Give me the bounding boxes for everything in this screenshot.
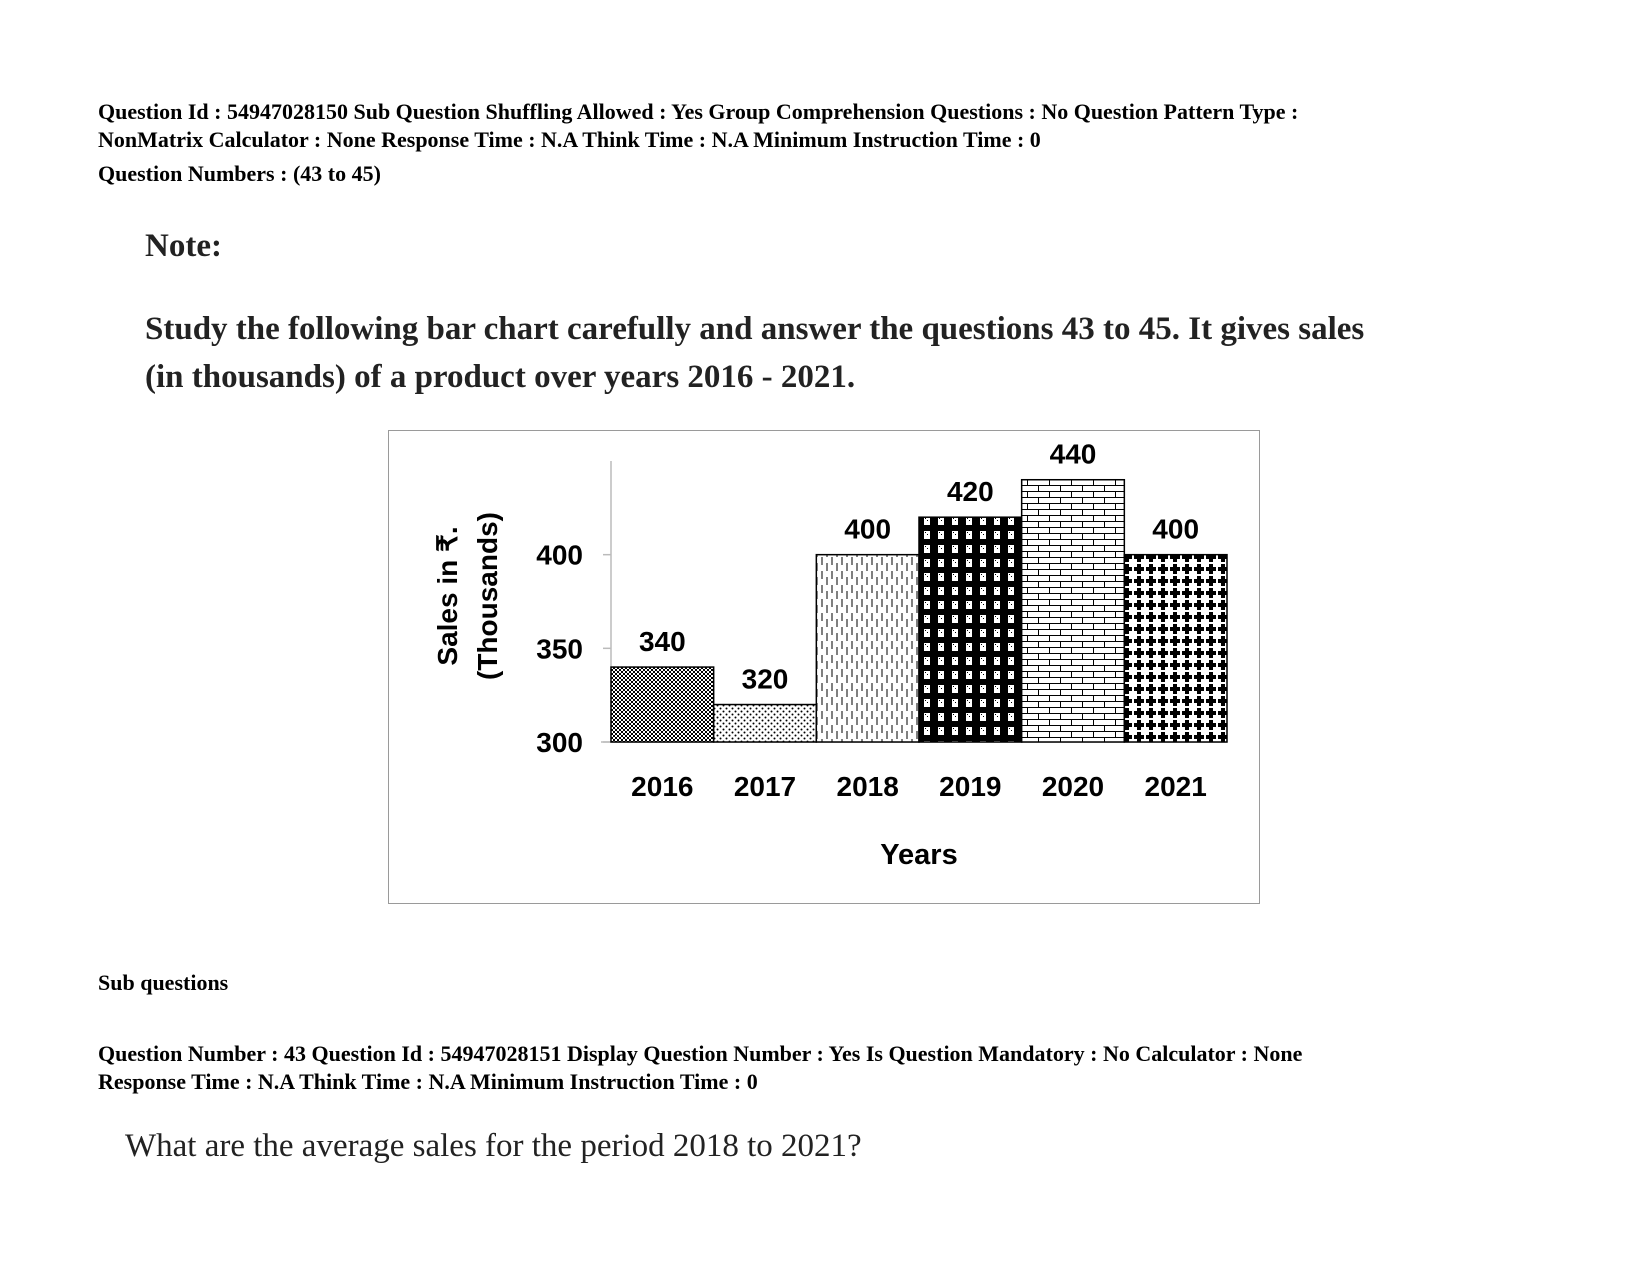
meta-line-1: Question Id : 54947028150 Sub Question S… xyxy=(98,99,1299,124)
sub-meta-line-1: Question Number : 43 Question Id : 54947… xyxy=(98,1041,1303,1066)
x-tick-label-2019: 2019 xyxy=(939,771,1001,802)
bar-chart: 300 350 400 340 2016 320 2017 400 2018 420 2019 440… xyxy=(388,430,1260,904)
data-label-2020: 440 xyxy=(1050,439,1097,470)
question-numbers: Question Numbers : (43 to 45) xyxy=(98,161,381,186)
x-tick-label-2016: 2016 xyxy=(631,771,693,802)
y-axis-label-line-1: Sales in ₹. xyxy=(432,526,463,665)
data-label-2016: 340 xyxy=(639,626,686,657)
bar-2020 xyxy=(1020,478,1126,743)
question-meta: Question Id : 54947028150 Sub Question S… xyxy=(98,98,1578,154)
bar-2016 xyxy=(610,666,715,743)
note-body: Study the following bar chart carefully … xyxy=(145,305,1545,401)
bar-2019 xyxy=(918,516,1023,743)
bar-2018 xyxy=(815,553,920,743)
note-title: Note: xyxy=(145,228,222,264)
data-label-2018: 400 xyxy=(844,514,891,545)
sub-questions-heading: Sub questions xyxy=(98,970,229,995)
sub-question-meta: Question Number : 43 Question Id : 54947… xyxy=(98,1040,1578,1096)
note-line-2: (in thousands) of a product over years 2… xyxy=(145,359,856,395)
y-tick-label: 400 xyxy=(536,540,583,571)
data-label-2019: 420 xyxy=(947,476,994,507)
x-tick-label-2017: 2017 xyxy=(734,771,796,802)
note-line-1: Study the following bar chart carefully … xyxy=(145,311,1365,347)
bar-chart-svg: 300 350 400 340 2016 320 2017 400 2018 420 2019 440… xyxy=(432,439,1228,871)
y-axis-label-line-2: (Thousands) xyxy=(472,512,503,680)
y-tick-label: 300 xyxy=(536,727,583,758)
x-tick-label-2018: 2018 xyxy=(837,771,899,802)
meta-line-2: NonMatrix Calculator : None Response Tim… xyxy=(98,127,1041,152)
question-text: What are the average sales for the perio… xyxy=(125,1128,862,1164)
sub-meta-line-2: Response Time : N.A Think Time : N.A Min… xyxy=(98,1069,758,1094)
bar-2021 xyxy=(1123,553,1228,743)
x-axis-label: Years xyxy=(880,839,957,871)
x-tick-label-2021: 2021 xyxy=(1145,771,1207,802)
bar-2017 xyxy=(712,703,818,743)
x-tick-label-2020: 2020 xyxy=(1042,771,1104,802)
data-label-2021: 400 xyxy=(1152,514,1199,545)
data-label-2017: 320 xyxy=(742,664,789,695)
y-tick-label: 350 xyxy=(536,633,583,664)
